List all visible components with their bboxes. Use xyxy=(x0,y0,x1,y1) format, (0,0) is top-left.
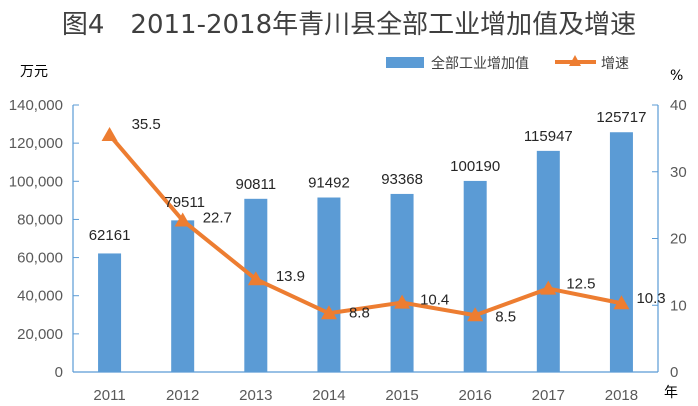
growth-value-label: 35.5 xyxy=(132,116,161,133)
x-tick-label: 2016 xyxy=(459,387,492,404)
left-tick-label: 120,000 xyxy=(9,135,63,152)
bar-value-label: 91492 xyxy=(308,175,350,192)
bar-2018 xyxy=(609,132,633,372)
right-tick-label: 40 xyxy=(670,97,687,114)
bar-2012 xyxy=(171,220,195,372)
x-tick-label: 2012 xyxy=(166,387,199,404)
right-tick-label: 20 xyxy=(670,231,687,248)
legend-triangle-icon xyxy=(569,55,581,66)
growth-marker-2014 xyxy=(320,305,337,320)
bar-2013 xyxy=(244,198,268,372)
x-tick-label: 2015 xyxy=(385,387,418,404)
x-tick-label: 2018 xyxy=(605,387,638,404)
x-tick-label: 2017 xyxy=(532,387,565,404)
growth-marker-2012 xyxy=(174,212,191,227)
legend-bar-swatch xyxy=(386,57,424,68)
legend-line-label: 增速 xyxy=(601,56,629,72)
left-tick-label: 140,000 xyxy=(9,97,63,114)
left-tick-label: 0 xyxy=(55,364,63,381)
bar-2015 xyxy=(390,193,414,372)
left-tick-label: 60,000 xyxy=(17,250,63,267)
left-tick-label: 80,000 xyxy=(17,211,63,228)
bar-value-label: 125717 xyxy=(596,109,646,126)
bar-2014 xyxy=(317,197,341,372)
left-tick-label: 40,000 xyxy=(17,288,63,305)
bar-value-label: 93368 xyxy=(381,171,423,188)
growth-marker-2018 xyxy=(613,295,630,310)
right-tick-label: 10 xyxy=(670,297,687,314)
left-tick-label: 100,000 xyxy=(9,173,63,190)
growth-value-label: 10.4 xyxy=(420,292,449,309)
bar-value-label: 62161 xyxy=(89,227,131,244)
bar-value-label: 79511 xyxy=(164,194,205,211)
legend-bar-label: 全部工业增加值 xyxy=(431,55,529,72)
growth-marker-2017 xyxy=(540,280,557,295)
x-tick-label: 2014 xyxy=(312,387,345,404)
growth-value-label: 8.8 xyxy=(349,304,370,321)
bar-value-label: 100190 xyxy=(450,158,500,175)
right-axis-unit: % xyxy=(670,68,683,84)
growth-marker-2016 xyxy=(467,307,484,322)
growth-marker-2013 xyxy=(247,271,264,286)
bar-2016 xyxy=(463,180,487,372)
bar-value-label: 90811 xyxy=(236,176,277,193)
x-axis-unit: 年 xyxy=(664,385,678,401)
growth-value-label: 22.7 xyxy=(203,209,232,226)
right-tick-label: 30 xyxy=(670,164,687,181)
left-axis-unit: 万元 xyxy=(20,64,48,80)
left-tick-label: 20,000 xyxy=(17,326,63,343)
bar-2011 xyxy=(98,253,122,372)
bar-value-label: 115947 xyxy=(524,128,573,145)
right-tick-label: 0 xyxy=(670,364,678,381)
x-tick-label: 2013 xyxy=(239,387,272,404)
x-tick-label: 2011 xyxy=(93,387,125,404)
growth-value-label: 10.3 xyxy=(636,290,665,307)
chart-title: 图4 2011-2018年青川县全部工业增加值及增速 xyxy=(61,10,637,40)
growth-value-label: 8.5 xyxy=(495,308,516,325)
growth-marker-2011 xyxy=(101,127,118,142)
growth-line xyxy=(108,133,622,318)
growth-value-label: 13.9 xyxy=(276,268,305,285)
growth-value-label: 12.5 xyxy=(566,276,595,293)
growth-marker-2015 xyxy=(394,294,411,309)
bar-2017 xyxy=(536,150,560,372)
